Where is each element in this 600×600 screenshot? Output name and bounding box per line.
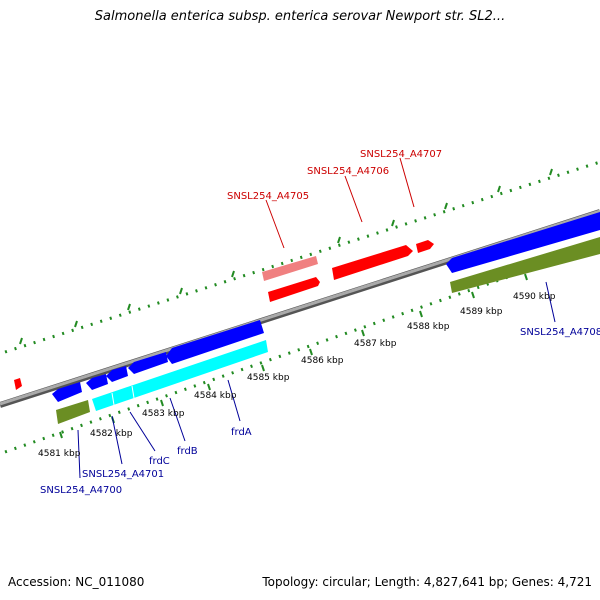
gene-A4708[interactable] <box>446 212 600 273</box>
tick-4589 <box>471 291 475 299</box>
gene-label-frdC[interactable]: frdC <box>149 456 170 467</box>
gene-A4701[interactable] <box>86 374 108 390</box>
tick-outer-7 <box>391 219 395 227</box>
tick-4584 <box>207 383 211 391</box>
tick-outer-4 <box>179 287 183 295</box>
leader-A4705 <box>265 199 285 249</box>
scale-label-4586: 4586 kbp <box>301 356 344 366</box>
backbone-axis <box>0 209 600 406</box>
genome-title: Salmonella enterica subsp. enterica sero… <box>94 9 506 24</box>
gene-A4705-rna[interactable] <box>262 256 318 281</box>
tick-4586 <box>309 348 313 356</box>
gene-label-frdB[interactable]: frdB <box>177 446 198 457</box>
major-ticks <box>19 168 553 439</box>
tick-outer-2 <box>74 320 78 328</box>
tick-outer-9 <box>497 185 501 193</box>
gene-label-A4708[interactable]: SNSL254_A4708 <box>520 327 600 338</box>
tick-4585 <box>261 364 265 372</box>
gene-left-edge[interactable] <box>14 378 22 390</box>
tick-4587 <box>361 329 365 337</box>
leader-A4701 <box>111 415 123 465</box>
feature-olive-right[interactable] <box>450 237 600 293</box>
scale-label-4582: 4582 kbp <box>90 429 133 439</box>
tick-4583 <box>160 399 164 407</box>
scale-label-4584: 4584 kbp <box>194 391 237 401</box>
leader-frdA <box>227 379 241 422</box>
tick-outer-5 <box>231 270 235 278</box>
scale-label-4589: 4589 kbp <box>460 307 503 317</box>
tick-4588 <box>419 310 423 318</box>
gene-A4706[interactable] <box>332 245 413 280</box>
tick-4590 <box>524 273 528 281</box>
gene-label-A4701[interactable]: SNSL254_A4701 <box>82 469 164 480</box>
gene-label-A4707[interactable]: SNSL254_A4707 <box>360 149 442 160</box>
scale-label-4585: 4585 kbp <box>247 373 290 383</box>
scale-label-4588: 4588 kbp <box>407 322 450 332</box>
tick-outer-1 <box>19 337 23 345</box>
cds-divider-2 <box>131 385 135 399</box>
feature-olive-left[interactable] <box>56 400 90 424</box>
tick-4581 <box>59 431 63 439</box>
scale-label-4587: 4587 kbp <box>354 339 397 349</box>
tick-outer-6 <box>337 236 341 244</box>
scale-label-4583: 4583 kbp <box>142 409 185 419</box>
gene-frdC[interactable] <box>106 366 128 382</box>
leader-frdB <box>169 397 186 442</box>
cds-divider-1 <box>111 392 115 406</box>
leader-A4700 <box>77 429 81 479</box>
cds-frd-operon[interactable] <box>92 340 268 411</box>
gene-A4700[interactable] <box>52 382 82 402</box>
scale-label-4581: 4581 kbp <box>38 449 81 459</box>
gene-label-A4700[interactable]: SNSL254_A4700 <box>40 485 122 496</box>
gene-frdA[interactable] <box>166 320 264 364</box>
leader-A4706 <box>344 175 363 223</box>
gene-label-frdA[interactable]: frdA <box>231 427 252 438</box>
gene-frdB[interactable] <box>128 352 168 374</box>
leader-A4708 <box>545 281 556 323</box>
leader-A4707 <box>399 157 415 208</box>
tick-outer-3 <box>127 303 131 311</box>
tick-outer-8 <box>444 202 448 210</box>
genome-summary-text: Topology: circular; Length: 4,827,641 bp… <box>262 575 592 589</box>
gene-label-A4705[interactable]: SNSL254_A4705 <box>227 191 309 202</box>
tick-outer-10 <box>549 168 553 176</box>
gene-A4707[interactable] <box>416 240 434 253</box>
leader-frdC <box>129 411 156 452</box>
gene-A4705[interactable] <box>268 277 320 302</box>
accession-text: Accession: NC_011080 <box>8 575 145 589</box>
gene-label-A4706[interactable]: SNSL254_A4706 <box>307 166 389 177</box>
scale-label-4590: 4590 kbp <box>513 292 556 302</box>
outer-tick-track <box>4 160 600 354</box>
